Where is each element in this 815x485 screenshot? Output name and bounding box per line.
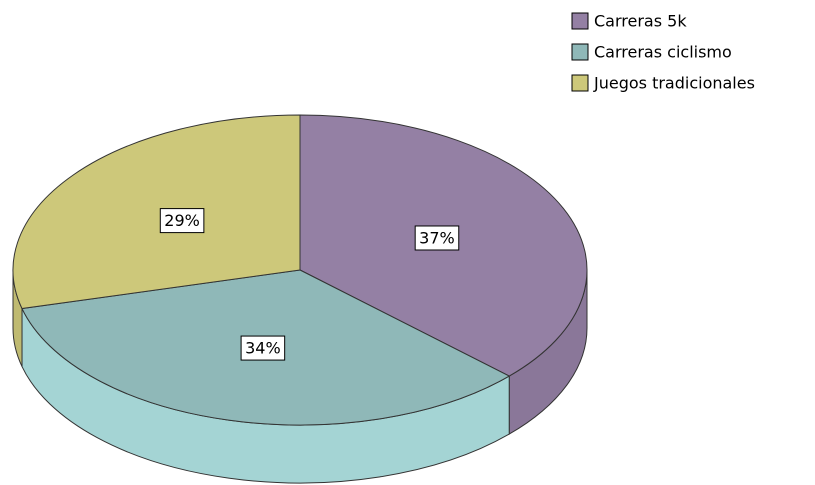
data-label: 34% bbox=[245, 339, 281, 358]
legend-swatch bbox=[571, 74, 589, 92]
legend-swatch bbox=[571, 43, 589, 61]
data-label: 29% bbox=[164, 211, 200, 230]
legend-label: Carreras 5k bbox=[594, 12, 687, 31]
label-box bbox=[414, 225, 460, 251]
legend-swatch bbox=[571, 12, 589, 30]
label-box bbox=[159, 208, 205, 234]
label-box bbox=[240, 335, 286, 361]
legend-label: Juegos tradicionales bbox=[593, 74, 755, 93]
data-label: 37% bbox=[419, 228, 455, 247]
legend-label: Carreras ciclismo bbox=[594, 43, 732, 62]
slice bbox=[12, 114, 301, 310]
